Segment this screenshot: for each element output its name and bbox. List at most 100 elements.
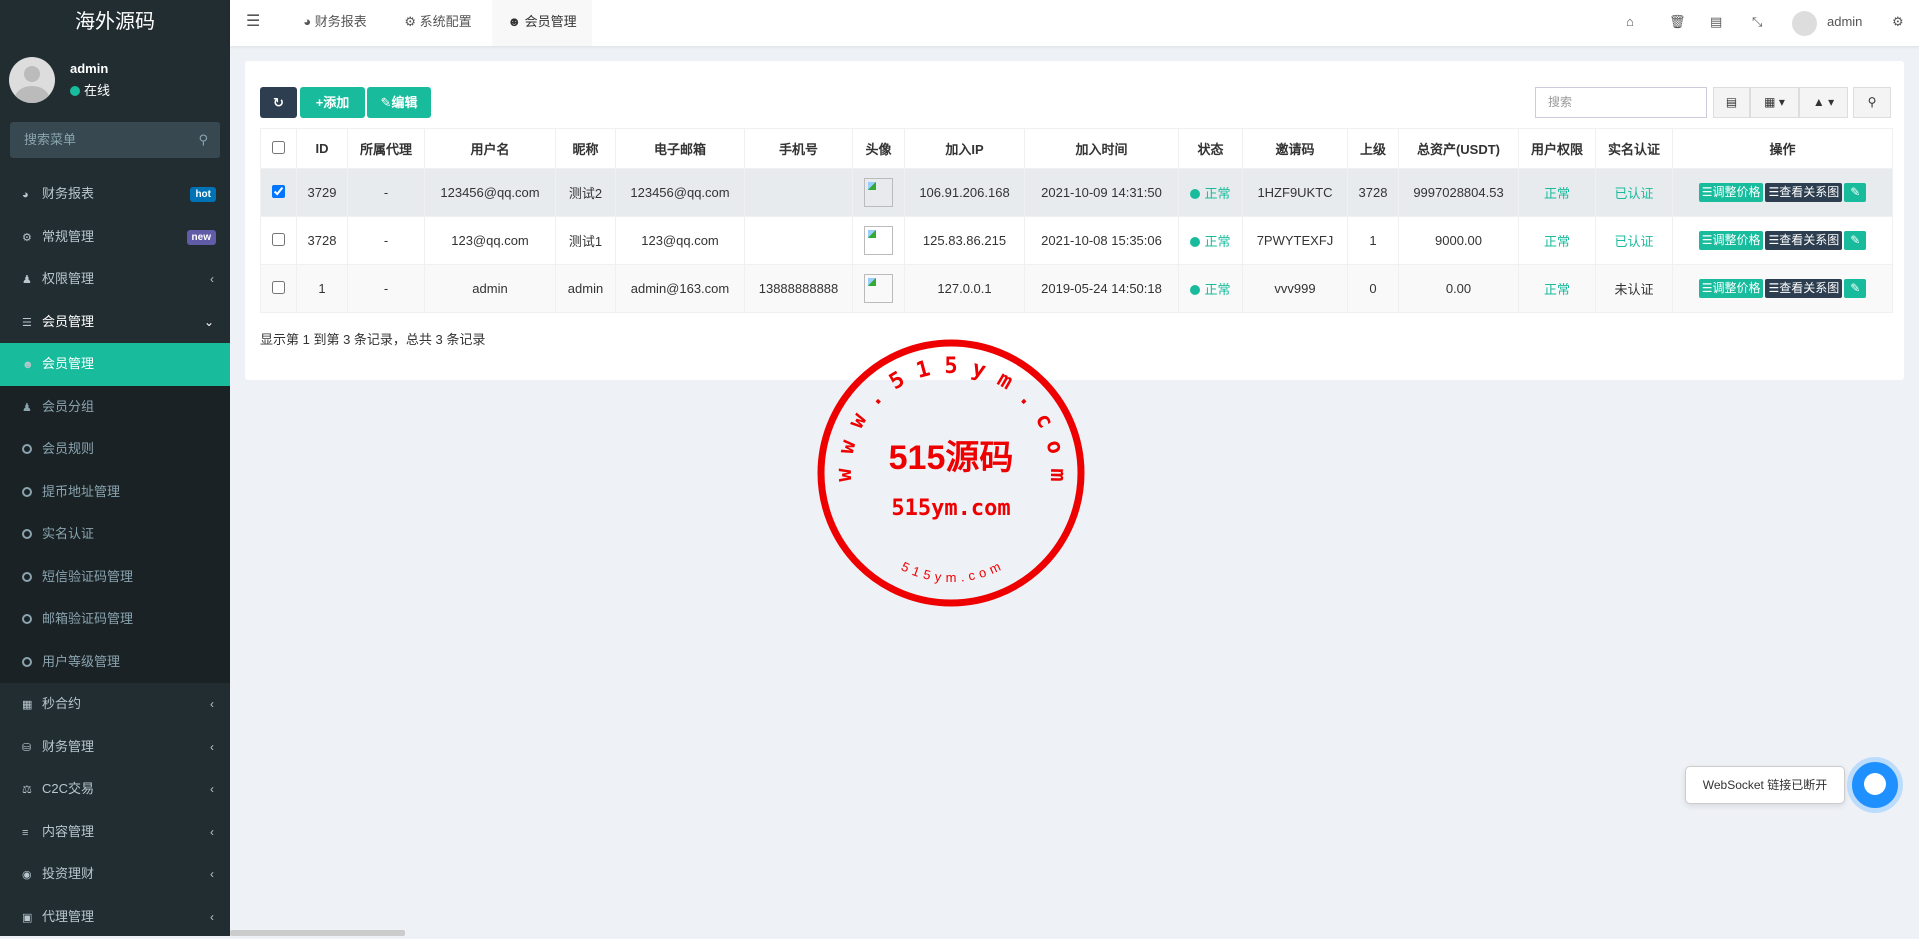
export-button[interactable]: ▲ ▾ (1799, 87, 1848, 118)
fullscreen-icon[interactable]: ⤡ (1752, 0, 1762, 44)
column-header[interactable]: 所属代理 (348, 129, 425, 169)
advanced-search-button[interactable]: ⚲ (1853, 87, 1891, 118)
column-header[interactable]: 电子邮箱 (616, 129, 745, 169)
add-button[interactable]: +添加 (300, 87, 365, 118)
sidebar-item[interactable]: ♟权限管理‹ (0, 258, 230, 301)
select-all-checkbox[interactable] (261, 129, 297, 169)
row-checkbox[interactable] (261, 217, 297, 265)
top-user-name[interactable]: admin (1827, 0, 1862, 44)
table-search-input[interactable]: 搜索 (1535, 87, 1707, 118)
column-header[interactable]: ID (297, 129, 348, 169)
tab-financial-report[interactable]: ◕ 财务报表 (286, 0, 384, 46)
columns-button[interactable]: ▦ ▾ (1750, 87, 1799, 118)
tab-member-management[interactable]: ☻ 会员管理 (492, 0, 592, 46)
view-relation-button[interactable]: ☰查看关系图 (1765, 231, 1842, 250)
sidebar-item[interactable]: ▣代理管理‹ (0, 896, 230, 939)
logo[interactable]: 海外源码 (0, 0, 230, 45)
table-cell: 已认证 (1596, 217, 1673, 265)
chevron-left-icon: ‹ (210, 726, 214, 769)
broken-image-icon (864, 178, 893, 207)
sidebar-item[interactable]: 邮箱验证码管理 (0, 598, 230, 641)
table-cell: 1HZF9UKTC (1243, 169, 1348, 217)
view-relation-button[interactable]: ☰查看关系图 (1765, 279, 1842, 298)
settings-icon[interactable]: ⚙ (1892, 0, 1904, 44)
tab-label: 会员管理 (525, 14, 577, 29)
column-header[interactable]: 手机号 (745, 129, 853, 169)
users-icon: ♟ (22, 387, 42, 430)
sidebar-item[interactable]: 用户等级管理 (0, 641, 230, 684)
table-cell: 2021-10-08 15:35:06 (1025, 217, 1179, 265)
sidebar-item[interactable]: ⛁财务管理‹ (0, 726, 230, 769)
sidebar-item[interactable]: ☻会员管理 (0, 343, 230, 386)
adjust-price-button[interactable]: ☰调整价格 (1699, 231, 1764, 250)
refresh-button[interactable]: ↻ (260, 87, 297, 118)
row-checkbox[interactable] (261, 169, 297, 217)
menu-toggle-icon[interactable]: ☰ (246, 0, 260, 44)
column-header[interactable]: 用户名 (425, 129, 556, 169)
sidebar-item[interactable]: ▦秒合约‹ (0, 683, 230, 726)
trash-icon[interactable]: 🗑 (1669, 0, 1686, 44)
sidebar-item[interactable]: ≡内容管理‹ (0, 811, 230, 854)
column-header[interactable]: 状态 (1179, 129, 1243, 169)
circle-icon (22, 614, 32, 624)
sidebar-item[interactable]: 会员规则 (0, 428, 230, 471)
user-panel: admin 在线 (0, 45, 230, 115)
translate-icon[interactable]: ▤ (1710, 0, 1722, 44)
column-header[interactable]: 实名认证 (1596, 129, 1673, 169)
column-header[interactable]: 总资产(USDT) (1399, 129, 1519, 169)
sidebar-item-label: 权限管理 (42, 271, 94, 286)
button-label: 查看关系图 (1779, 185, 1839, 199)
row-checkbox[interactable] (261, 265, 297, 313)
column-header[interactable]: 用户权限 (1519, 129, 1596, 169)
table-cell: 已认证 (1596, 169, 1673, 217)
table-cell: 123@qq.com (425, 217, 556, 265)
top-avatar[interactable] (1792, 11, 1817, 36)
calendar-icon: ▦ (22, 684, 42, 727)
adjust-price-button[interactable]: ☰调整价格 (1699, 279, 1764, 298)
chevron-left-icon: ‹ (210, 853, 214, 896)
users-icon: ♟ (22, 259, 42, 302)
button-label: 调整价格 (1712, 281, 1760, 295)
toggle-view-button[interactable]: ▤ (1713, 87, 1750, 118)
column-header[interactable]: 头像 (853, 129, 905, 169)
adjust-price-button[interactable]: ☰调整价格 (1699, 183, 1764, 202)
column-header[interactable]: 操作 (1673, 129, 1893, 169)
sidebar-item[interactable]: ♟会员分组 (0, 386, 230, 429)
edit-row-button[interactable]: ✎ (1844, 231, 1866, 250)
column-header[interactable]: 上级 (1348, 129, 1399, 169)
column-header[interactable]: 昵称 (556, 129, 616, 169)
edit-button[interactable]: ✎编辑 (367, 87, 431, 118)
sidebar-item[interactable]: 短信验证码管理 (0, 556, 230, 599)
tab-system-config[interactable]: ⚙ 系统配置 (390, 0, 486, 46)
avatar-cell (853, 265, 905, 313)
sidebar-item[interactable]: 提币地址管理 (0, 471, 230, 514)
edit-row-button[interactable]: ✎ (1844, 279, 1866, 298)
column-header[interactable]: 邀请码 (1243, 129, 1348, 169)
home-icon[interactable]: ⌂ (1626, 0, 1634, 44)
sidebar-item[interactable]: ⚖C2C交易‹ (0, 768, 230, 811)
table-cell: 3728 (1348, 169, 1399, 217)
user-icon: ☻ (22, 344, 42, 387)
tab-label: 财务报表 (315, 14, 367, 29)
horizontal-scrollbar[interactable] (230, 930, 405, 936)
table-cell: 测试1 (556, 217, 616, 265)
column-header[interactable]: 加入IP (905, 129, 1025, 169)
table-cell: 0.00 (1399, 265, 1519, 313)
edit-row-button[interactable]: ✎ (1844, 183, 1866, 202)
sidebar-item[interactable]: 实名认证 (0, 513, 230, 556)
view-relation-button[interactable]: ☰查看关系图 (1765, 183, 1842, 202)
stamp-bottom-text: 5 1 5 y m . c o m (899, 559, 1003, 585)
table-cell: 123@qq.com (616, 217, 745, 265)
menu-search-input[interactable]: 搜索菜单⚲ (10, 122, 220, 158)
column-header[interactable]: 加入时间 (1025, 129, 1179, 169)
table-cell: 正常 (1519, 169, 1596, 217)
sidebar-item[interactable]: ☰会员管理⌄ (0, 301, 230, 344)
sidebar-item[interactable]: ◉投资理财‹ (0, 853, 230, 896)
dashboard-icon: ◕ (303, 14, 314, 29)
chat-icon[interactable] (1847, 757, 1903, 813)
